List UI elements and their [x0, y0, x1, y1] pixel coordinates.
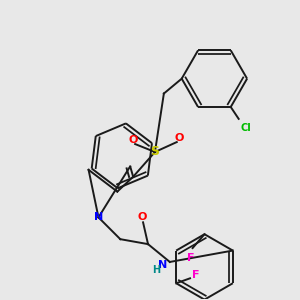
Text: N: N [158, 260, 167, 270]
Text: O: O [128, 135, 138, 145]
Text: S: S [151, 146, 160, 158]
Text: O: O [174, 133, 183, 143]
Text: Cl: Cl [241, 123, 251, 133]
Text: F: F [187, 253, 194, 263]
Text: O: O [137, 212, 147, 222]
Text: F: F [192, 270, 200, 280]
Text: N: N [94, 212, 103, 222]
Text: H: H [152, 265, 160, 275]
